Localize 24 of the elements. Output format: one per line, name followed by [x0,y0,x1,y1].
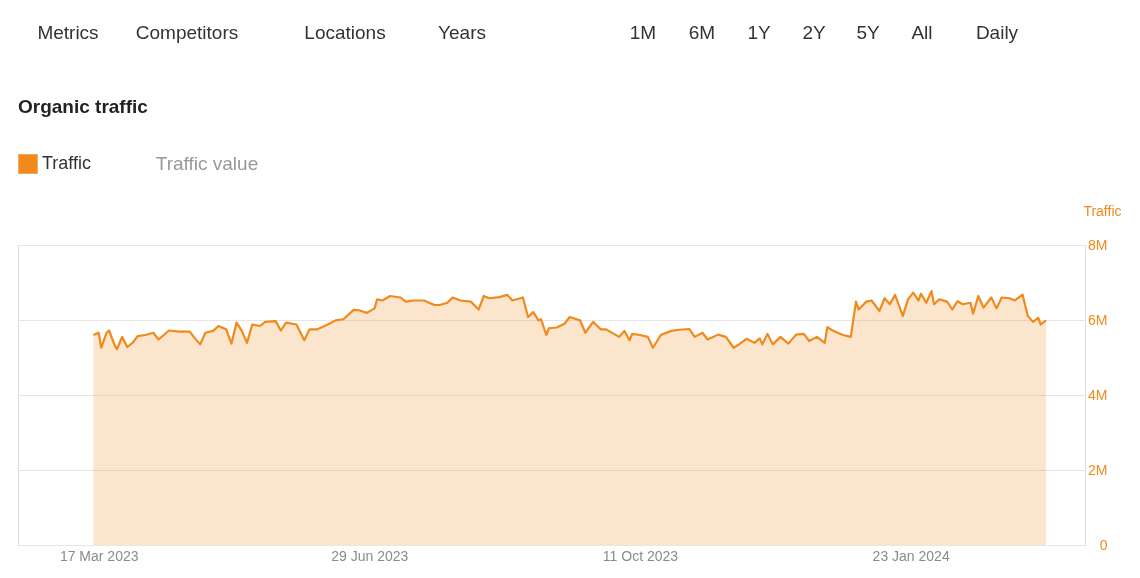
y-tick-label: 6M [1088,311,1108,328]
y-tick-label: 2M [1088,461,1108,478]
legend-label: Traffic [42,153,92,173]
text: 2Y [802,22,826,43]
chart-title: Organic traffic [18,96,149,117]
text: Daily [975,22,1019,43]
text: Locations [304,22,386,43]
text: Competitors [135,22,239,43]
text: Years [438,22,486,43]
x-tick-label: 11 Oct 2023 [602,547,679,564]
text: 1M [629,22,657,43]
y-tick-label: 4M [1088,386,1108,403]
text: Traffic value [155,153,259,174]
x-tick-label: 23 Jan 2024 [872,547,950,564]
y-axis-title: Traffic [1083,202,1122,219]
text: 6M [688,22,716,43]
text: 1Y [747,22,771,43]
x-tick-label: 29 Jun 2023 [331,547,409,564]
text: Metrics [37,22,99,43]
text: All [911,22,933,43]
text: 5Y [856,22,880,43]
y-tick-label: 0 [1099,536,1108,553]
y-tick-label: 8M [1088,236,1108,253]
x-tick-label: 17 Mar 2023 [59,547,139,564]
